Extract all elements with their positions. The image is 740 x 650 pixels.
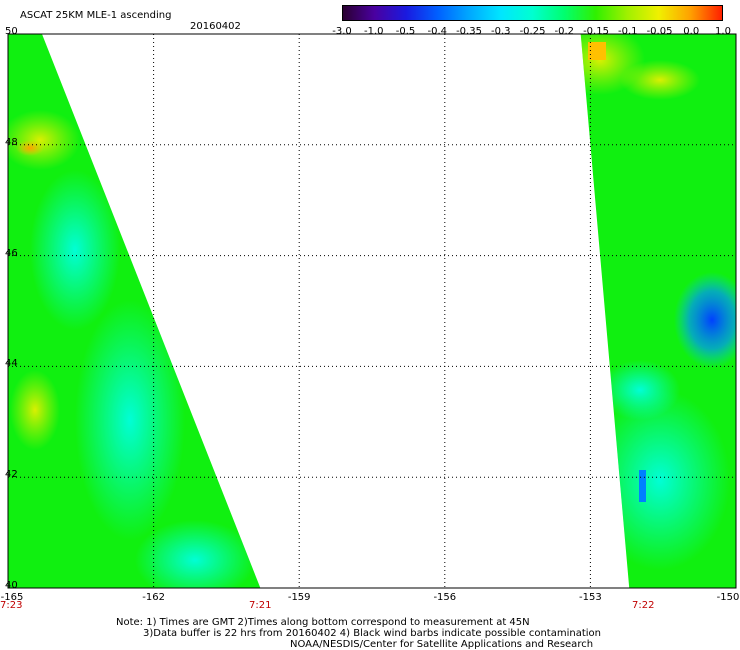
note-line-3: NOAA/NESDIS/Center for Satellite Applica… <box>290 639 594 650</box>
colorbar <box>342 5 723 21</box>
colorbar-tick-label: -0.15 <box>583 26 609 37</box>
colorbar-tick-label: -0.4 <box>427 26 448 37</box>
map-date: 20160402 <box>190 21 241 32</box>
colorbar-tick-label: -0.2 <box>554 26 575 37</box>
colorbar-tick-label: 1.0 <box>715 26 731 37</box>
time-label-3: 7:22 <box>632 600 655 611</box>
map-title: ASCAT 25KM MLE-1 ascending <box>20 10 172 21</box>
colorbar-tick-label: -3.0 <box>332 26 352 37</box>
time-label-2: 7:21 <box>249 600 272 611</box>
colorbar-tick-label: -0.25 <box>519 26 546 37</box>
x-tick-label: -165 <box>0 592 24 603</box>
x-tick-label: -159 <box>287 592 311 603</box>
note-line-2: 3)Data buffer is 22 hrs from 20160402 4)… <box>143 628 601 639</box>
colorbar-tick-label: -1.0 <box>363 26 384 37</box>
note-line-1: Note: 1) Times are GMT 2)Times along bot… <box>116 617 530 628</box>
x-tick-label: -150 <box>716 592 740 603</box>
y-tick-label: 46 <box>5 247 18 259</box>
y-tick-label: 50 <box>5 26 18 37</box>
colorbar-tick-label: -0.1 <box>617 26 638 37</box>
y-tick-label: 48 <box>5 136 18 148</box>
gridlines <box>8 34 736 588</box>
y-tick-label: 44 <box>5 358 18 370</box>
y-tick-label: 40 <box>5 580 18 591</box>
colorbar-gradient <box>343 6 722 20</box>
colorbar-tick-label: 0.0 <box>683 26 700 37</box>
x-tick-label: -162 <box>142 592 165 603</box>
y-tick-label: 42 <box>5 469 18 481</box>
colorbar-tick-label: -0.35 <box>456 26 482 37</box>
colorbar-tick-label: -0.5 <box>395 26 416 37</box>
colorbar-tick-label: -0.3 <box>490 26 511 37</box>
colorbar-tick-label: -0.05 <box>646 26 673 37</box>
time-label-1: 7:23 <box>0 600 23 611</box>
x-tick-label: -156 <box>433 592 457 603</box>
plot-frame <box>7 33 737 589</box>
x-tick-label: -153 <box>579 592 602 603</box>
